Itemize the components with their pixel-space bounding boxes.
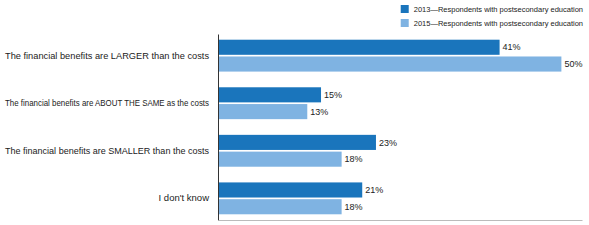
- tick: The financial benefits are SMALLER than …: [5, 145, 218, 156]
- chart-svg: 41% 15% 23% 21% 50% 13% 18% 18% The financial be…: [0, 0, 589, 225]
- data-label: 15%: [324, 90, 342, 100]
- data-label: 13%: [310, 107, 328, 117]
- legend-swatch: [401, 19, 409, 27]
- category-label: The financial benefits are ABOUT THE SAM…: [5, 97, 209, 108]
- y-axis: The financial benefits are LARGER than t…: [5, 35, 219, 221]
- tick: The financial benefits are ABOUT THE SAM…: [5, 97, 218, 108]
- data-label: 18%: [345, 202, 363, 212]
- category-label: The financial benefits are LARGER than t…: [5, 50, 209, 61]
- axis-line: [219, 220, 583, 221]
- data-label: 50%: [564, 59, 582, 69]
- bar: [218, 135, 376, 150]
- legend-swatch: [401, 5, 409, 13]
- bar: [218, 104, 307, 119]
- tick: I don't know: [159, 192, 218, 203]
- bar: [218, 56, 561, 71]
- axis-line: [218, 35, 219, 221]
- tick: The financial benefits are LARGER than t…: [5, 50, 218, 61]
- bar: [218, 152, 342, 167]
- legend: 2013—Respondents with postsecondary educ…: [401, 5, 583, 28]
- bars: [218, 40, 561, 215]
- category-label: I don't know: [159, 192, 210, 203]
- bar: [218, 182, 362, 197]
- bar: [218, 40, 500, 55]
- legend-label: 2013—Respondents with postsecondary educ…: [414, 5, 583, 14]
- bar: [218, 87, 321, 102]
- legend-item: 2013—Respondents with postsecondary educ…: [401, 5, 583, 14]
- x-axis: [219, 220, 583, 221]
- category-label: The financial benefits are SMALLER than …: [5, 145, 209, 156]
- data-label: 21%: [365, 185, 383, 195]
- data-label: 23%: [379, 138, 397, 148]
- data-label: 18%: [345, 154, 363, 164]
- bar: [218, 199, 342, 214]
- chart-container: 41% 15% 23% 21% 50% 13% 18% 18% The financial be…: [0, 0, 589, 225]
- legend-label: 2015—Respondents with postsecondary educ…: [414, 19, 583, 28]
- data-labels: 41% 15% 23% 21% 50% 13% 18% 18%: [310, 42, 582, 211]
- plot: 41% 15% 23% 21% 50% 13% 18% 18% The financial be…: [5, 35, 583, 221]
- legend-item: 2015—Respondents with postsecondary educ…: [401, 19, 583, 28]
- data-label: 41%: [503, 42, 521, 52]
